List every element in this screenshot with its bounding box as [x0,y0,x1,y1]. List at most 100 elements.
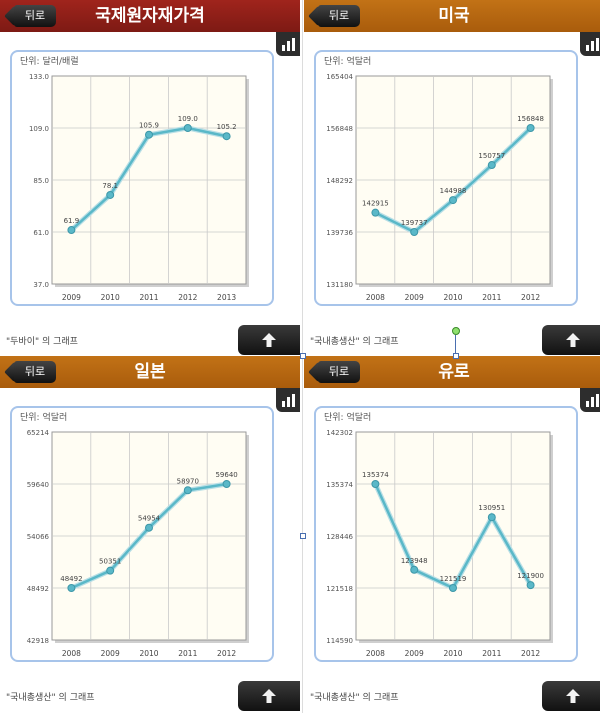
line-chart: 37.0 61.0 85.0 109.0 133.0 2009 2010 2011 2012 20… [29,73,249,302]
panel-header: 뒤로 미국 [304,0,600,32]
y-tick-label: 133.0 [29,73,49,81]
x-tick-label: 2008 [62,649,81,658]
y-tick-label: 54066 [27,533,50,541]
data-point [410,227,419,236]
data-label: 61.9 [64,217,80,225]
unit-value: 억달러 [346,413,372,423]
x-tick-label: 2011 [178,649,197,658]
data-label: 139737 [401,219,428,227]
x-tick-label: 2012 [217,649,236,658]
y-tick-label: 61.0 [33,229,49,237]
unit-prefix: 단위: [20,413,43,423]
back-button[interactable]: 뒤로 [4,361,56,383]
chart-panel: 뒤로 유로 단위: 억달러 114590 121518 128446 135374 14230… [304,356,600,712]
scroll-top-button[interactable] [238,325,300,355]
back-button[interactable]: 뒤로 [308,361,360,383]
y-tick-label: 114590 [326,637,353,645]
x-tick-label: 2008 [366,649,385,658]
data-point [222,480,231,488]
line-chart: 42918 48492 54066 59640 65214 2008 2009 2010 201… [27,429,249,658]
rotate-handle[interactable] [452,327,460,335]
x-tick-label: 2008 [366,293,385,302]
data-label: 121519 [440,575,467,583]
back-button[interactable]: 뒤로 [308,5,360,27]
data-label: 156848 [517,115,544,123]
caption-subject: "국내총생산" [310,693,360,703]
resize-handle[interactable] [300,353,306,359]
back-button-label: 뒤로 [14,5,56,27]
unit-label: 단위: 억달러 [20,410,67,423]
panel-header: 뒤로 국제원자재가격 [0,0,300,32]
panel-title: 유로 [438,362,470,382]
x-tick-label: 2009 [405,293,424,302]
graph-button[interactable] [276,388,300,412]
graph-button[interactable] [276,32,300,56]
caption-suffix: 의 그래프 [359,337,399,347]
caption-subject: "두바이" [6,337,40,347]
data-label: 144988 [440,187,467,195]
data-label: 105.2 [217,123,237,131]
data-point [487,161,496,170]
y-tick-label: 109.0 [29,125,49,133]
y-tick-label: 135374 [326,481,353,489]
data-point [526,581,535,590]
graph-button[interactable] [580,388,600,412]
data-point [145,130,153,139]
data-point [106,190,115,199]
resize-handle[interactable] [300,533,306,539]
back-button-label: 뒤로 [318,5,360,27]
unit-value: 억달러 [346,57,372,67]
x-tick-label: 2010 [443,649,462,658]
chart-caption: "국내총생산" 의 그래프 [310,690,399,703]
data-label: 78.1 [102,182,118,190]
caption-subject: "국내총생산" [6,693,56,703]
scroll-top-button[interactable] [238,681,300,711]
data-label: 130951 [478,504,505,512]
y-tick-label: 85.0 [33,177,49,185]
data-point [67,584,76,592]
y-tick-label: 148292 [326,177,353,185]
unit-prefix: 단위: [324,413,347,423]
graph-button[interactable] [580,32,600,56]
back-button-label: 뒤로 [318,361,360,383]
data-label: 109.0 [178,115,198,123]
resize-handle[interactable] [453,353,459,359]
caption-suffix: 의 그래프 [359,693,399,703]
x-tick-label: 2009 [101,649,120,658]
data-label: 135374 [362,471,389,479]
unit-label: 단위: 억달러 [324,410,371,423]
scroll-top-button[interactable] [542,681,600,711]
scroll-top-button[interactable] [542,325,600,355]
x-tick-label: 2010 [139,649,158,658]
caption-suffix: 의 그래프 [39,337,78,347]
y-tick-label: 128446 [326,533,353,541]
data-label: 123948 [401,557,428,565]
caption-suffix: 의 그래프 [55,693,95,703]
data-label: 50351 [99,558,121,566]
unit-prefix: 단위: [20,57,43,67]
data-point [222,132,231,141]
line-chart: 131180 139736 148292 156848 165404 2008 2009 20… [326,73,553,302]
caption-subject: "국내총생산" [310,337,360,347]
data-label: 59640 [215,471,237,479]
y-tick-label: 42918 [27,637,49,645]
back-button-label: 뒤로 [14,361,56,383]
back-button[interactable]: 뒤로 [4,5,56,27]
y-tick-label: 37.0 [33,281,49,289]
x-tick-label: 2012 [521,293,540,302]
panel-header: 뒤로 일본 [0,356,300,388]
panel-header: 뒤로 유로 [304,356,600,388]
y-tick-label: 48492 [27,585,49,593]
data-point [526,124,535,132]
x-tick-label: 2009 [62,293,81,302]
unit-label: 단위: 달러/배럴 [20,54,79,67]
y-tick-label: 65214 [27,429,50,437]
unit-label: 단위: 억달러 [324,54,371,67]
x-tick-label: 2011 [482,649,501,658]
unit-value: 달러/배럴 [42,57,79,67]
data-point [371,480,380,488]
rotate-handle-stem [455,335,456,353]
x-tick-label: 2012 [521,649,540,658]
panel-title: 국제원자재가격 [95,6,205,26]
